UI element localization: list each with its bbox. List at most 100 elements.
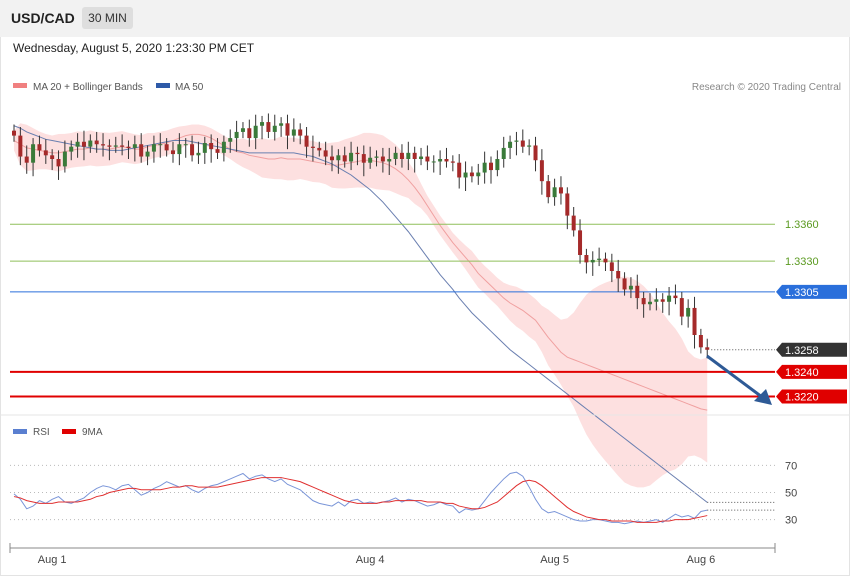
candle-body <box>399 152 404 159</box>
rsi-tick-70: 70 <box>785 460 797 472</box>
candle-body <box>310 146 315 148</box>
candle-body <box>266 122 271 132</box>
price-levels: 1.3360 1.3330 1.3305 1.3258 1.3240 1.3220 <box>10 219 847 503</box>
x-axis: Aug 1 Aug 4 Aug 5 Aug 6 <box>9 543 776 566</box>
candle-body <box>641 298 646 305</box>
candle-body <box>431 161 436 163</box>
candle-body <box>342 155 347 162</box>
candle-body <box>368 157 373 163</box>
candle-body <box>139 144 144 157</box>
candle-body <box>698 335 703 348</box>
candle-body <box>514 140 519 142</box>
candle-body <box>648 301 652 305</box>
candle-body <box>571 215 576 231</box>
rsi-tick-30: 30 <box>785 515 797 527</box>
level-label-1.3360: 1.3360 <box>785 219 819 231</box>
candle-body <box>609 262 614 271</box>
candle-body <box>190 144 195 156</box>
candle-body <box>603 258 608 263</box>
ma20-legend-label: MA 20 + Bollinger Bands <box>33 82 143 93</box>
candle-body <box>330 156 334 161</box>
rsi-legend-swatch <box>13 429 27 434</box>
datetime-label: Wednesday, August 5, 2020 1:23:30 PM CET <box>13 41 255 55</box>
bollinger-bands <box>14 123 708 488</box>
candle-body <box>495 159 500 171</box>
candle-body <box>304 135 309 147</box>
candle-body <box>380 156 385 162</box>
candle-body <box>215 149 220 153</box>
credit-label: Research © 2020 Trading Central <box>692 82 841 93</box>
candle-body <box>81 141 86 147</box>
ma9-legend-swatch <box>62 429 76 434</box>
ma20-legend-swatch <box>13 83 27 88</box>
candle-body <box>654 299 659 302</box>
candle-body <box>349 152 354 162</box>
candle-body <box>240 128 245 132</box>
candle-body <box>145 151 150 157</box>
candle-body <box>164 144 169 151</box>
level-tag-1.3240 <box>776 364 847 379</box>
ma50-legend-label: MA 50 <box>175 82 204 93</box>
candle-body <box>438 159 443 162</box>
ma9-legend-label: 9MA <box>82 427 103 438</box>
candle-body <box>476 172 481 177</box>
candle-body <box>209 143 214 150</box>
rsi-panel: 70 50 30 <box>10 460 797 527</box>
candle-body <box>539 160 544 182</box>
candle-body <box>469 172 474 177</box>
candle-body <box>552 187 557 198</box>
candle-body <box>151 144 156 152</box>
level-label-1.3330: 1.3330 <box>785 256 819 268</box>
candle-body <box>374 156 379 158</box>
rsi-line <box>13 471 708 525</box>
candle-body <box>616 271 621 279</box>
candle-body <box>247 128 252 139</box>
header-bar: USD/CAD 30 MIN <box>0 0 850 37</box>
candle-body <box>132 144 137 148</box>
candle-body <box>101 144 106 146</box>
candle-body <box>578 230 583 255</box>
level-label-1.3220: 1.3220 <box>785 392 819 404</box>
ma20-line <box>13 133 708 411</box>
candle-body <box>361 154 366 163</box>
candle-body <box>520 140 525 147</box>
candle-body <box>317 147 322 151</box>
candle-body <box>705 347 710 350</box>
candle-body <box>88 140 93 147</box>
candle-body <box>387 159 392 162</box>
candle-body <box>94 140 99 145</box>
candle-body <box>679 298 684 317</box>
candle-body <box>673 295 678 299</box>
candle-body <box>196 152 201 156</box>
candle-body <box>692 307 697 335</box>
ma50-line <box>13 125 708 503</box>
x-tick-label: Aug 4 <box>356 554 385 566</box>
candle-body <box>444 159 449 162</box>
candle-body <box>450 161 455 163</box>
candle-body <box>489 162 493 171</box>
candle-body <box>501 147 506 159</box>
candle-body <box>69 146 74 152</box>
candle-body <box>590 259 595 263</box>
candle-body <box>24 156 29 163</box>
candle-body <box>298 129 303 136</box>
candle-body <box>221 141 226 153</box>
candle-body <box>43 150 48 156</box>
candle-body <box>622 278 627 290</box>
candle-body <box>597 258 602 260</box>
level-tag-1.3305 <box>776 284 847 299</box>
candle-body <box>260 122 265 126</box>
candle-body <box>355 152 360 155</box>
candle-body <box>113 145 118 147</box>
candle-body <box>508 141 513 148</box>
candle-body <box>533 145 538 161</box>
candle-body <box>126 146 131 148</box>
candle-body <box>120 145 125 147</box>
candle-body <box>482 162 487 173</box>
timeframe-button[interactable]: 30 MIN <box>82 7 133 29</box>
rsi-legend-label: RSI <box>33 427 50 438</box>
candle-body <box>406 152 411 159</box>
candle-body <box>18 135 23 157</box>
candlesticks <box>12 113 710 359</box>
candle-body <box>527 145 532 147</box>
